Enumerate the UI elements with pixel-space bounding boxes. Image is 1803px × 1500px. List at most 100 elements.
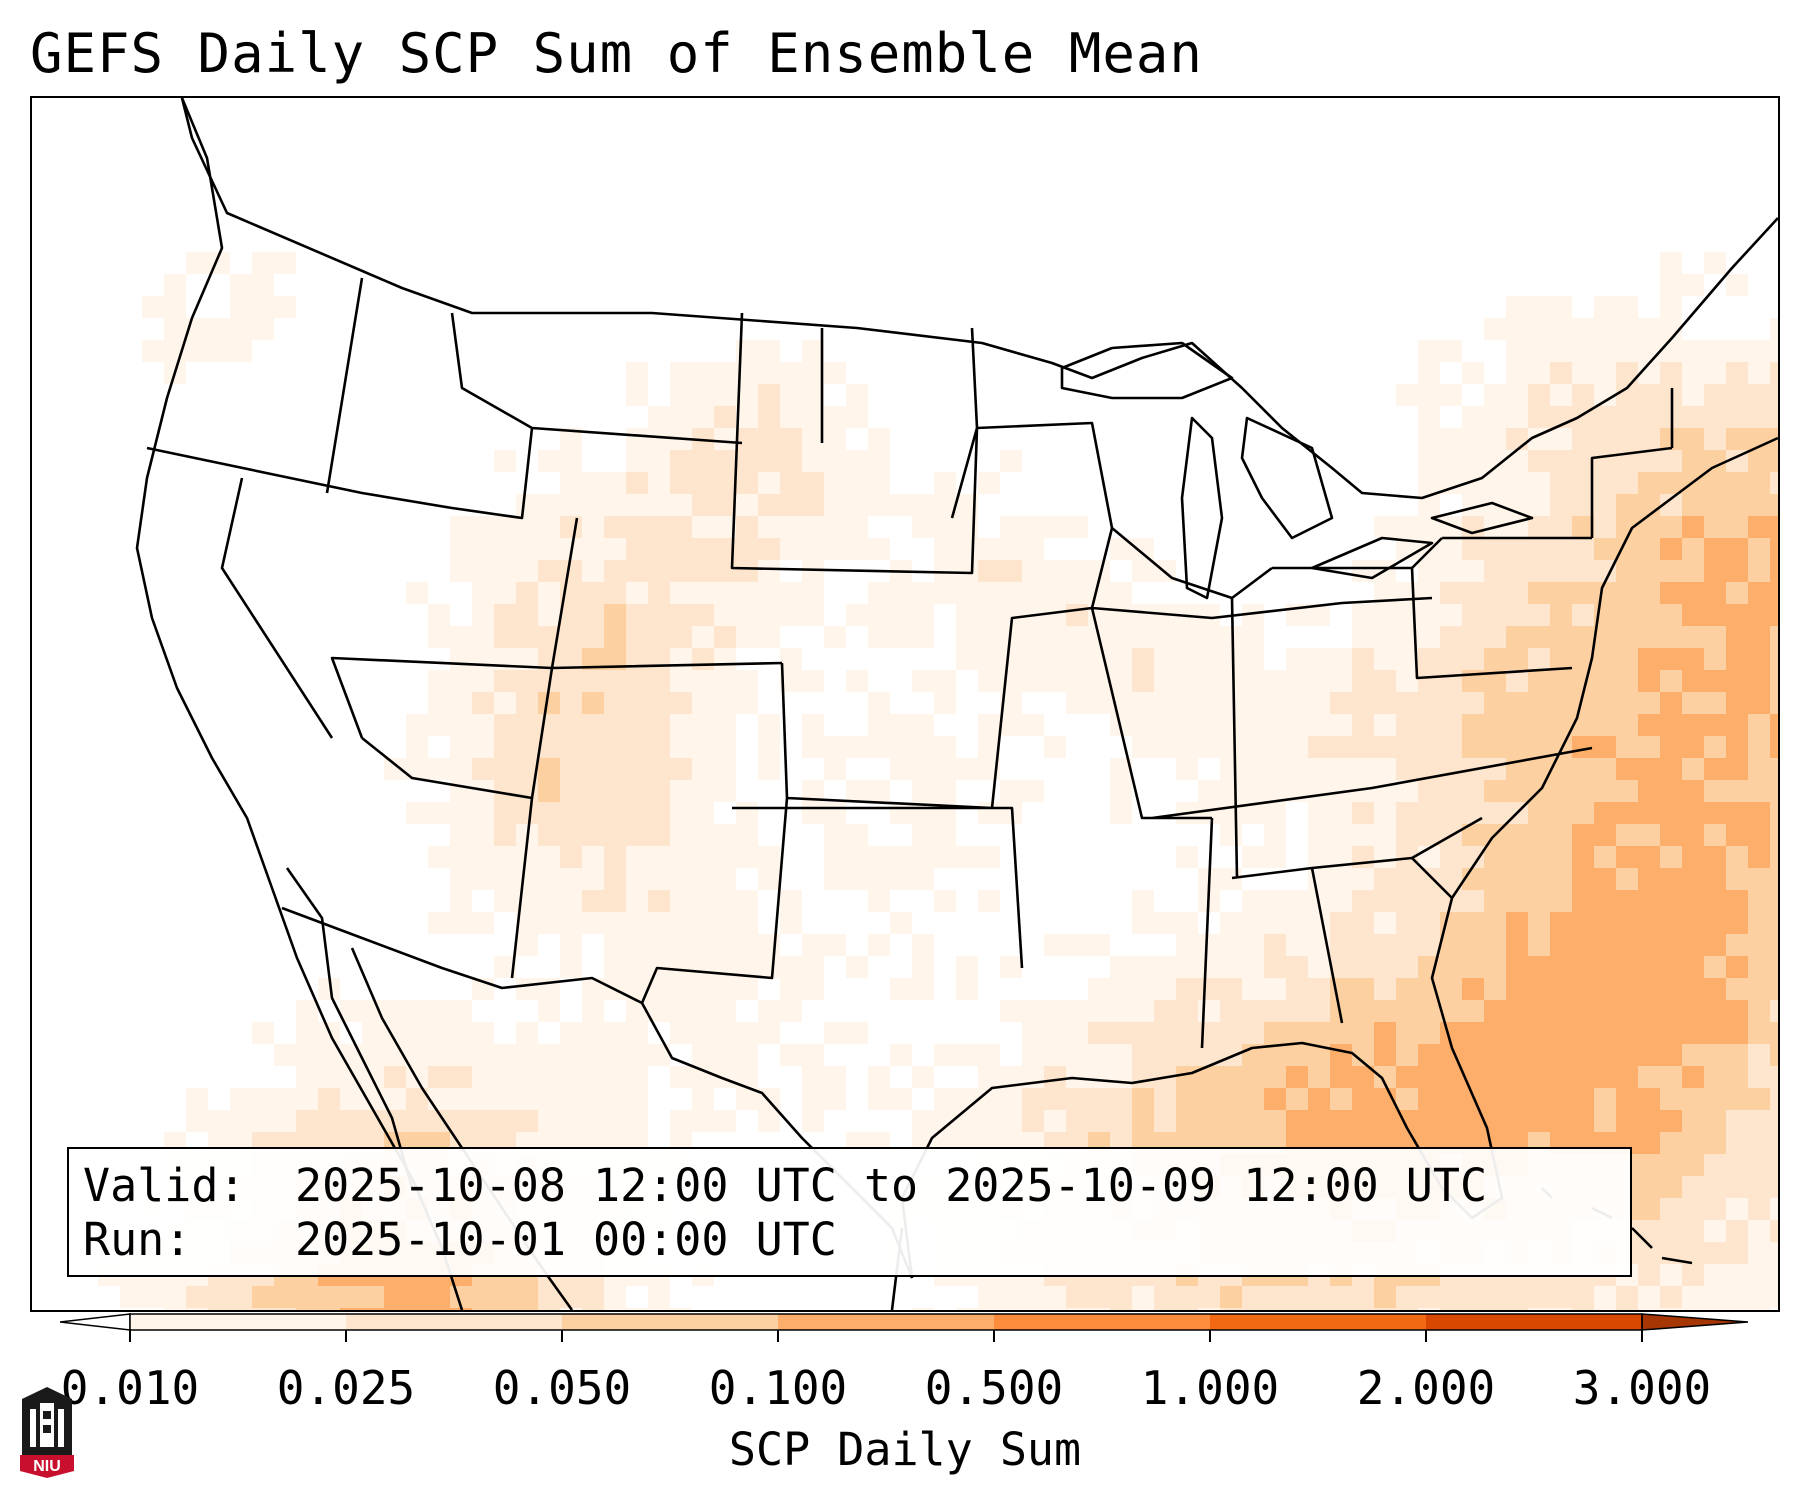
scp-grid-cell (1286, 1286, 1308, 1308)
scp-grid-cell (1440, 802, 1462, 824)
scp-grid-cell (1704, 1110, 1726, 1132)
scp-grid-cell (1638, 1066, 1660, 1088)
scp-grid-cell (604, 824, 626, 846)
scp-grid-cell (670, 626, 692, 648)
scp-grid-cell (1066, 560, 1088, 582)
scp-grid-cell (450, 758, 472, 780)
scp-grid-cell (450, 516, 472, 538)
scp-grid-cell (1308, 912, 1330, 934)
scp-grid-cell (1022, 1088, 1044, 1110)
scp-grid-cell (1418, 912, 1440, 934)
scp-grid-cell (1550, 978, 1572, 1000)
scp-grid-cell (1022, 1286, 1044, 1308)
scp-grid-cell (1418, 648, 1440, 670)
scp-grid-cell (1352, 1286, 1374, 1308)
scp-grid-cell (406, 582, 428, 604)
scp-grid-cell (1176, 1000, 1198, 1022)
scp-grid-cell (1484, 1066, 1506, 1088)
scp-grid-cell (384, 1308, 406, 1310)
scp-grid-cell (582, 714, 604, 736)
scp-grid-cell (1264, 1110, 1286, 1132)
scp-grid-cell (1176, 1066, 1198, 1088)
scp-grid-cell (472, 714, 494, 736)
scp-grid-cell (1660, 450, 1682, 472)
scp-grid-cell (1616, 362, 1638, 384)
scp-grid-cell (956, 1044, 978, 1066)
scp-grid-cell (1594, 450, 1616, 472)
scp-grid-cell (978, 670, 1000, 692)
scp-grid-cell (318, 1088, 340, 1110)
scp-grid-cell (1704, 494, 1726, 516)
scp-grid-cell (692, 1088, 714, 1110)
scp-grid-cell (1726, 604, 1748, 626)
scp-grid-cell (230, 274, 252, 296)
scp-grid-cell (626, 1000, 648, 1022)
scp-grid-cell (1506, 846, 1528, 868)
scp-grid-cell (1770, 604, 1778, 626)
scp-grid-cell (978, 1066, 1000, 1088)
scp-grid-cell (758, 714, 780, 736)
scp-grid-cell (428, 1286, 450, 1308)
scp-grid-cell (1682, 714, 1704, 736)
lake-huron (1240, 416, 1334, 540)
scp-grid-cell (1550, 494, 1572, 516)
scp-grid-cell (1462, 780, 1484, 802)
scp-grid-cell (736, 846, 758, 868)
scp-grid-cell (1330, 912, 1352, 934)
scp-grid-cell (1000, 714, 1022, 736)
scp-grid-cell (428, 1088, 450, 1110)
scp-grid-cell (604, 934, 626, 956)
colorbar-segment (346, 1314, 562, 1330)
scp-grid-cell (1198, 780, 1220, 802)
scp-grid-cell (934, 516, 956, 538)
scp-grid-cell (1352, 714, 1374, 736)
scp-grid-cell (736, 428, 758, 450)
scp-grid-cell (912, 626, 934, 648)
scp-grid-cell (1616, 472, 1638, 494)
scp-grid-cell (1132, 604, 1154, 626)
scp-grid-cell (406, 736, 428, 758)
scp-grid-cell (1704, 780, 1726, 802)
scp-grid-cell (1220, 1308, 1242, 1310)
scp-grid-cell (1110, 626, 1132, 648)
scp-grid-cell (1462, 1022, 1484, 1044)
scp-grid-cell (494, 890, 516, 912)
scp-grid-cell (1132, 538, 1154, 560)
scp-grid-cell (1550, 670, 1572, 692)
scp-grid-cell (780, 912, 802, 934)
scp-grid-cell (1594, 428, 1616, 450)
scp-grid-cell (714, 362, 736, 384)
scp-grid-cell (1726, 1286, 1748, 1308)
scp-grid-cell (1572, 560, 1594, 582)
scp-grid-cell (1704, 934, 1726, 956)
scp-grid-cell (912, 582, 934, 604)
scp-grid-cell (1154, 1044, 1176, 1066)
scp-grid-cell (1704, 1264, 1726, 1286)
scp-grid-cell (1638, 802, 1660, 824)
scp-grid-cell (1616, 1308, 1638, 1310)
scp-grid-cell (1506, 670, 1528, 692)
scp-grid-cell (1638, 318, 1660, 340)
scp-grid-cell (1198, 1286, 1220, 1308)
scp-grid-cell (1528, 340, 1550, 362)
scp-grid-cell (1572, 472, 1594, 494)
scp-grid-cell (1044, 670, 1066, 692)
scp-grid-cell (1264, 1000, 1286, 1022)
scp-grid-cell (1198, 692, 1220, 714)
scp-grid-cell (1110, 780, 1132, 802)
scp-grid-cell (626, 670, 648, 692)
scp-grid-cell (692, 934, 714, 956)
scp-grid-cell (560, 1022, 582, 1044)
scp-grid-cell (516, 626, 538, 648)
scp-grid-cell (1726, 1022, 1748, 1044)
scp-grid-cell (1308, 692, 1330, 714)
scp-grid-cell (890, 758, 912, 780)
scp-grid-cell (318, 1044, 340, 1066)
scp-grid-cell (1396, 978, 1418, 1000)
scp-grid-cell (780, 472, 802, 494)
scp-grid-cell (1682, 890, 1704, 912)
scp-grid-cell (538, 450, 560, 472)
scp-grid-cell (802, 1110, 824, 1132)
scp-grid-cell (1110, 538, 1132, 560)
scp-grid-cell (1770, 1176, 1778, 1198)
